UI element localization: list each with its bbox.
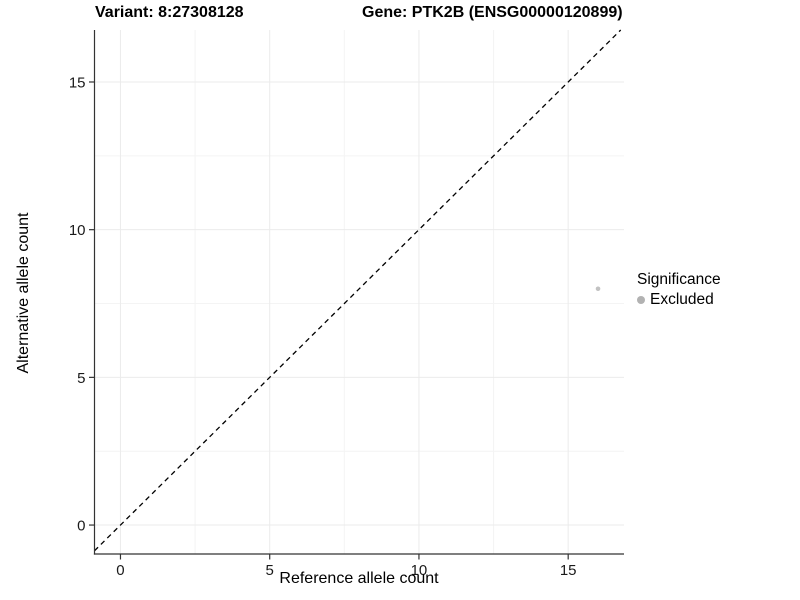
x-tick-label: 15 — [560, 562, 577, 579]
legend-item-label: Excluded — [650, 291, 714, 308]
x-tick-label: 10 — [411, 562, 428, 579]
legend: Significance Excluded — [637, 271, 721, 309]
x-axis-title: Reference allele count — [279, 570, 439, 587]
variant-title: Variant: 8:27308128 — [95, 4, 244, 21]
y-axis-title: Alternative allele count — [15, 212, 32, 374]
legend-key-dot-icon — [637, 296, 645, 304]
gene-title: Gene: PTK2B (ENSG00000120899) — [362, 4, 623, 21]
y-tick-label: 0 — [77, 518, 85, 535]
legend-item-excluded: Excluded — [637, 291, 721, 309]
y-tick-label: 5 — [77, 370, 85, 387]
data-point — [595, 286, 601, 292]
identity-reference-line — [94, 29, 622, 552]
legend-title: Significance — [637, 271, 721, 288]
x-tick-label: 0 — [116, 562, 124, 579]
y-tick-label: 10 — [69, 222, 86, 239]
y-tick-label: 15 — [69, 74, 86, 91]
x-tick-label: 5 — [266, 562, 274, 579]
